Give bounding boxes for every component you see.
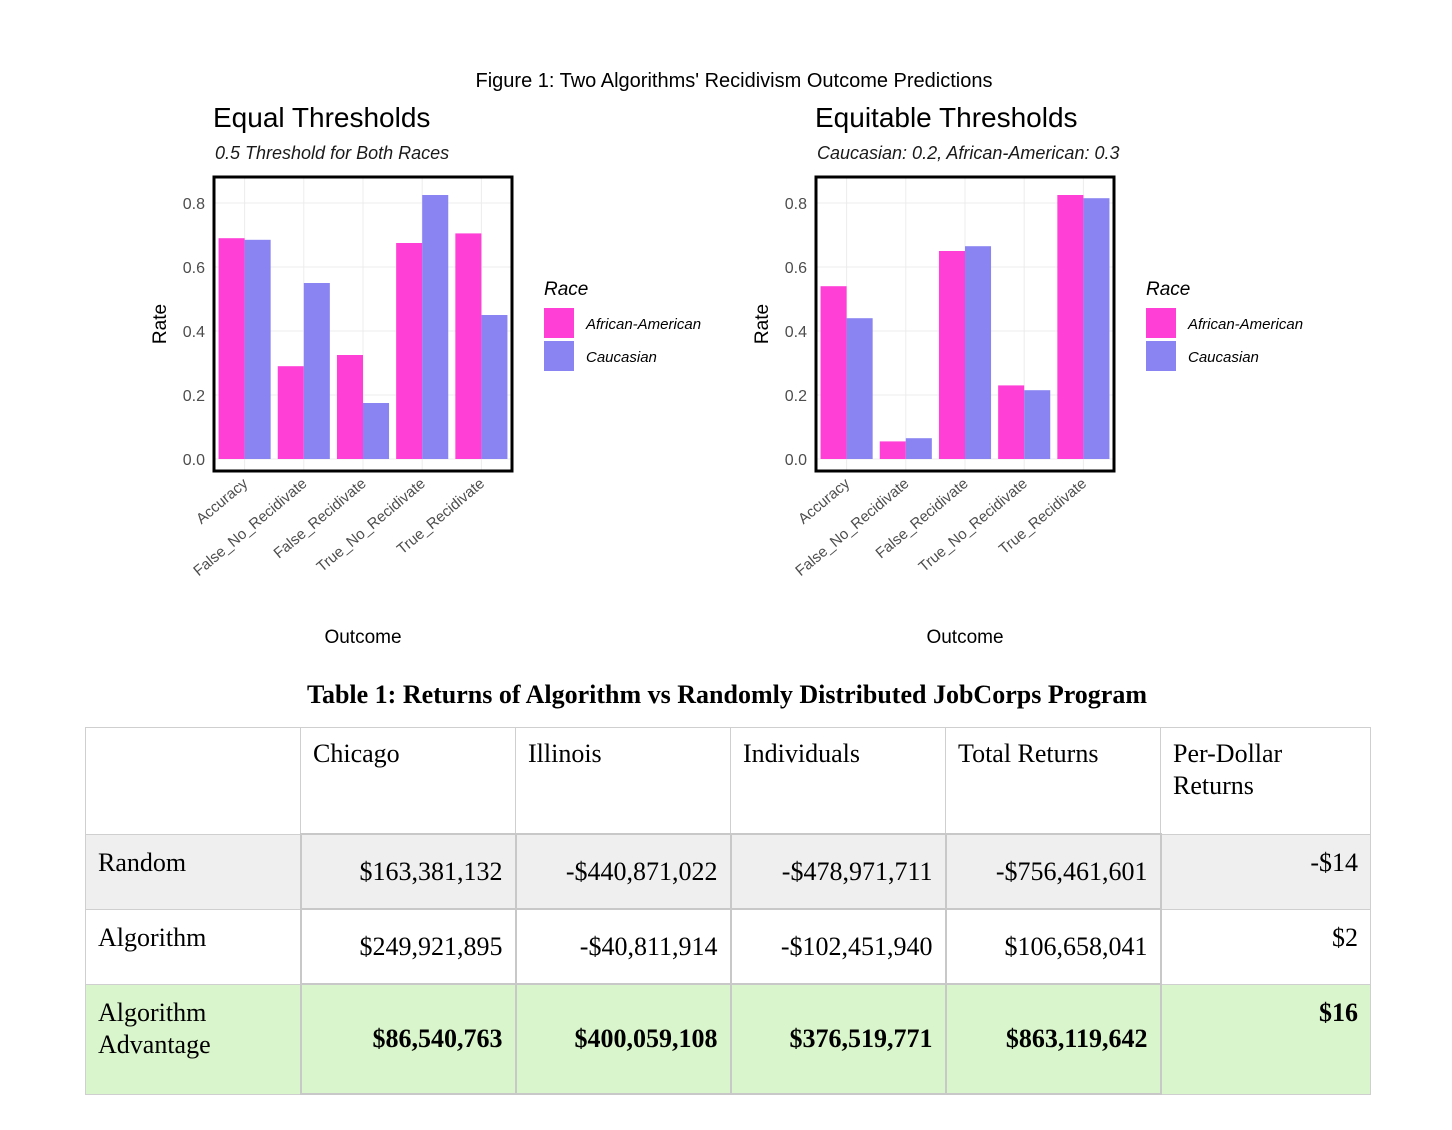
table-row: Random $163,381,132 -$440,871,022 -$478,… <box>85 833 1371 910</box>
chart-subtitle: 0.5 Threshold for Both Races <box>215 143 449 163</box>
bar <box>820 286 847 459</box>
table-cell: $376,519,771 <box>729 983 947 1095</box>
legend-title: Race <box>544 279 588 300</box>
table-row: Algorithm $249,921,895 -$40,811,914 -$10… <box>85 908 1371 985</box>
legend-swatch <box>1146 341 1176 371</box>
bar <box>481 315 508 459</box>
bar <box>244 239 271 459</box>
bar <box>846 318 873 459</box>
table-cell: $863,119,642 <box>944 983 1162 1095</box>
table-cell: -$102,451,940 <box>729 908 947 985</box>
chart-subtitle: Caucasian: 0.2, African-American: 0.3 <box>817 143 1119 163</box>
x-tick-label: True_No_Recidivate <box>314 475 429 576</box>
y-tick-label: 0.0 <box>785 452 807 469</box>
plot-frame <box>814 175 1116 473</box>
row-label-random: Random <box>85 833 301 910</box>
legend-swatch <box>544 308 574 338</box>
plot-frame <box>212 175 514 473</box>
header-cell-per-dollar-returns: Per-Dollar Returns <box>1160 727 1371 835</box>
bar <box>1024 390 1051 459</box>
legend-title: Race <box>1146 279 1190 300</box>
header-cell-individuals: Individuals <box>730 727 946 835</box>
table-cell: -$440,871,022 <box>514 833 732 910</box>
table-cell: $163,381,132 <box>299 833 517 910</box>
x-tick-label: Accuracy <box>795 475 854 528</box>
y-tick-label: 0.6 <box>183 260 205 277</box>
table-cell: -$14 <box>1160 833 1371 910</box>
table-row: Algorithm Advantage $86,540,763 $400,059… <box>85 983 1371 1095</box>
y-tick-label: 0.4 <box>183 324 205 341</box>
chart-equal-thresholds: Equal Thresholds 0.5 Threshold for Both R… <box>150 102 701 648</box>
bar <box>1083 198 1110 459</box>
bar <box>422 195 449 459</box>
x-axis-label: Outcome <box>926 627 1003 648</box>
y-tick-label: 0.6 <box>785 260 807 277</box>
y-tick-label: 0.4 <box>785 324 807 341</box>
y-tick-label: 0.8 <box>183 196 205 213</box>
row-label-algorithm-advantage: Algorithm Advantage <box>85 983 301 1095</box>
table-cell: -$478,971,711 <box>729 833 947 910</box>
table-cell: $400,059,108 <box>514 983 732 1095</box>
bar <box>396 243 423 459</box>
bar <box>938 251 965 459</box>
chart-equitable-thresholds: Equitable Thresholds Caucasian: 0.2, Afri… <box>752 102 1303 648</box>
y-axis-label: Rate <box>150 304 171 344</box>
bar <box>1057 195 1084 459</box>
legend-label: Caucasian <box>586 349 657 366</box>
table-cell: $2 <box>1160 908 1371 985</box>
table-cell: -$756,461,601 <box>944 833 1162 910</box>
header-cell-total-returns: Total Returns <box>945 727 1161 835</box>
chart-title: Equitable Thresholds <box>815 102 1078 133</box>
legend-label: Caucasian <box>1188 349 1259 366</box>
y-tick-label: 0.2 <box>183 388 205 405</box>
x-tick-label: Accuracy <box>193 475 252 528</box>
table-cell: $249,921,895 <box>299 908 517 985</box>
bar <box>455 233 482 459</box>
x-axis-label: Outcome <box>324 627 401 648</box>
bar <box>905 438 932 459</box>
bar <box>363 403 390 459</box>
bar <box>218 238 245 459</box>
bar <box>879 441 906 459</box>
y-tick-label: 0.8 <box>785 196 807 213</box>
table-title: Table 1: Returns of Algorithm vs Randoml… <box>307 680 1147 709</box>
legend-swatch <box>1146 308 1176 338</box>
y-tick-label: 0.2 <box>785 388 807 405</box>
header-cell-empty <box>85 727 301 835</box>
table-cell: $106,658,041 <box>944 908 1162 985</box>
y-tick-label: 0.0 <box>183 452 205 469</box>
table-header-row: Chicago Illinois Individuals Total Retur… <box>85 727 1371 835</box>
x-tick-label: False_No_Recidivate <box>190 475 310 580</box>
legend-swatch <box>544 341 574 371</box>
bar <box>965 246 992 459</box>
table-cell: $86,540,763 <box>299 983 517 1095</box>
returns-table: Chicago Illinois Individuals Total Retur… <box>85 727 1371 1095</box>
bar <box>303 283 330 459</box>
legend-label: African-American <box>1187 316 1303 333</box>
bar <box>336 355 363 459</box>
table-cell: $16 <box>1160 983 1371 1095</box>
chart-title: Equal Thresholds <box>213 102 430 133</box>
y-axis-label: Rate <box>752 304 773 344</box>
header-cell-illinois: Illinois <box>515 727 731 835</box>
bar <box>998 385 1025 459</box>
x-tick-label: True_No_Recidivate <box>916 475 1031 576</box>
figure-title: Figure 1: Two Algorithms' Recidivism Out… <box>475 70 993 92</box>
x-tick-label: False_No_Recidivate <box>792 475 912 580</box>
bar <box>277 366 304 459</box>
table-cell: -$40,811,914 <box>514 908 732 985</box>
row-label-algorithm: Algorithm <box>85 908 301 985</box>
legend-label: African-American <box>585 316 701 333</box>
header-cell-chicago: Chicago <box>300 727 516 835</box>
